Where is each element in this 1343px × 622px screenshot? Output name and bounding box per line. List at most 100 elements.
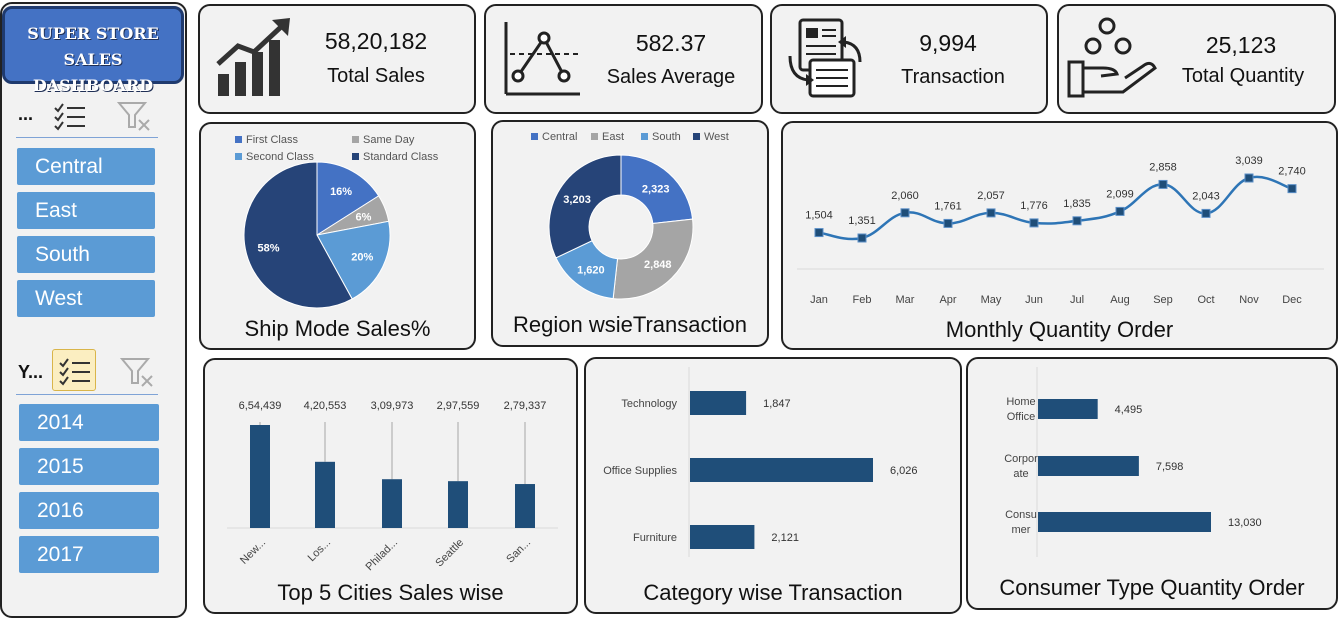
transaction-value: 9,994 [919,30,977,56]
slicer-item-2014[interactable]: 2014 [19,404,159,441]
total-sales-value: 58,20,182 [324,28,428,54]
region-slicer-header: ... [18,104,34,124]
bar-label-4: 2,79,337 [504,400,547,412]
total-sales-label: Total Sales [327,65,425,87]
category-title: Category wise Transaction [643,580,903,605]
category-panel: 1,847 Technology 6,026 Office Supplies 2,121… [584,357,962,614]
slice-2 [316,220,391,300]
legend-swatch-2 [641,133,648,140]
slice-label-1: 2,848 [644,259,672,271]
x-tick-3: Apr [939,294,956,306]
slicer-item-2017[interactable]: 2017 [19,536,159,573]
ship-mode-pie-chart: 16% 6% 20% 58% First Class Same Day Second Cla… [235,134,439,309]
transaction-label: Transaction [901,66,1005,88]
multi-select-icon-active[interactable] [52,349,96,391]
x-tick-11: Dec [1282,294,1302,306]
kpi-total-sales: 58,20,182 Total Sales [198,4,476,114]
bar-label-2: 2,121 [771,532,799,544]
bar-0 [690,391,747,415]
multi-select-icon[interactable] [52,100,88,132]
data-label-8: 2,858 [1149,161,1177,173]
slice-0 [620,154,694,225]
x-tick-7: Aug [1110,294,1130,306]
legend-label-0: First Class [246,134,298,146]
x-tick-2: Philad... [364,537,401,574]
data-point-4 [986,208,996,218]
y-tick-0: Technology [621,398,677,410]
x-tick-8: Sep [1153,294,1173,306]
slice-1 [612,218,694,300]
legend-label-2: Second Class [246,151,314,163]
y-tick-2-1: mer [1012,524,1031,536]
slice-label-1: 6% [356,212,372,224]
region-panel: 2,323 2,848 1,620 3,203 Central East South West… [491,120,769,347]
bar-1 [690,458,873,482]
total-quantity-value: 25,123 [1205,32,1277,58]
data-label-2: 2,060 [891,190,919,202]
bar-label-2: 13,030 [1228,517,1262,529]
x-tick-2: Mar [896,294,915,306]
bar-2 [382,479,402,528]
consumer-panel: 4,495 Home Office 7,598 Corpor ate 13,030 Consu… [966,357,1338,610]
legend-label-3: Standard Class [363,151,439,163]
y-tick-2-0: Consu [1005,509,1037,521]
slice-0 [316,161,380,236]
legend-swatch-3 [693,133,700,140]
slice-3 [548,154,622,259]
slicer-item-2016[interactable]: 2016 [19,492,159,529]
slicer-item-central[interactable]: Central [17,148,155,185]
bar-label-1: 7,598 [1156,461,1184,473]
slicer-item-2015[interactable]: 2015 [19,448,159,485]
x-tick-0: New... [238,537,268,567]
legend-swatch-0 [531,133,538,140]
data-label-5: 1,776 [1020,200,1048,212]
clear-filter-icon[interactable] [120,356,156,388]
legend-swatch-1 [352,136,359,143]
monthly-panel: 1,504 Jan 1,351 Feb 2,060 Mar 1,761 Apr 2,057 May… [781,121,1338,350]
data-label-6: 1,835 [1063,198,1091,210]
y-tick-2: Furniture [633,532,677,544]
year-slicer-header: Y... [18,362,44,382]
data-label-7: 2,099 [1106,188,1134,200]
sales-average-value: 582.37 [635,30,707,56]
bar-0 [250,425,270,528]
bar-label-2: 3,09,973 [371,400,414,412]
cities-panel: 6,54,439 New... 4,20,553 Los... 3,09,973 Phil… [203,358,578,614]
x-tick-0: Jan [810,294,828,306]
slicer-item-south[interactable]: South [17,236,155,273]
bar-label-1: 4,20,553 [304,400,347,412]
bar-label-0: 6,54,439 [239,400,282,412]
slice-label-0: 16% [330,186,352,198]
bar-1 [315,461,335,528]
data-point-11 [1287,184,1297,194]
slice-label-2: 20% [351,251,373,263]
legend-label-1: East [602,131,624,143]
clear-filter-icon[interactable] [117,100,153,132]
dashboard-title-line1: SUPER STORE [27,24,159,43]
dashboard-title-line2: SALES DASHBOARD [32,50,154,95]
dashboard-title: SUPER STORE SALES DASHBOARD [2,6,184,95]
slicer-item-east[interactable]: East [17,192,155,229]
bar-1 [1038,456,1139,476]
bar-label-1: 6,026 [890,465,918,477]
legend-swatch-0 [235,136,242,143]
bar-label-0: 4,495 [1115,404,1143,416]
data-label-10: 3,039 [1235,155,1263,167]
transaction-document-icon [788,18,862,98]
cities-bar-chart: 6,54,439 New... 4,20,553 Los... 3,09,973 Phil… [227,400,558,574]
series-line [818,175,1293,241]
data-label-1: 1,351 [848,215,876,227]
y-tick-1-0: Corpor [1004,453,1038,465]
data-point-7 [1115,206,1125,216]
data-point-2 [900,208,910,218]
bar-2 [1038,512,1211,532]
monthly-line-chart: 1,504 Jan 1,351 Feb 2,060 Mar 1,761 Apr 2,057 May… [797,155,1324,306]
slicer-item-west[interactable]: West [17,280,155,317]
x-tick-6: Jul [1070,294,1084,306]
x-tick-1: Los... [306,537,334,565]
data-point-9 [1201,208,1211,218]
sales-average-label: Sales Average [606,66,736,88]
bar-label-3: 2,97,559 [437,400,480,412]
legend-label-3: West [704,131,729,143]
legend-swatch-1 [591,133,598,140]
